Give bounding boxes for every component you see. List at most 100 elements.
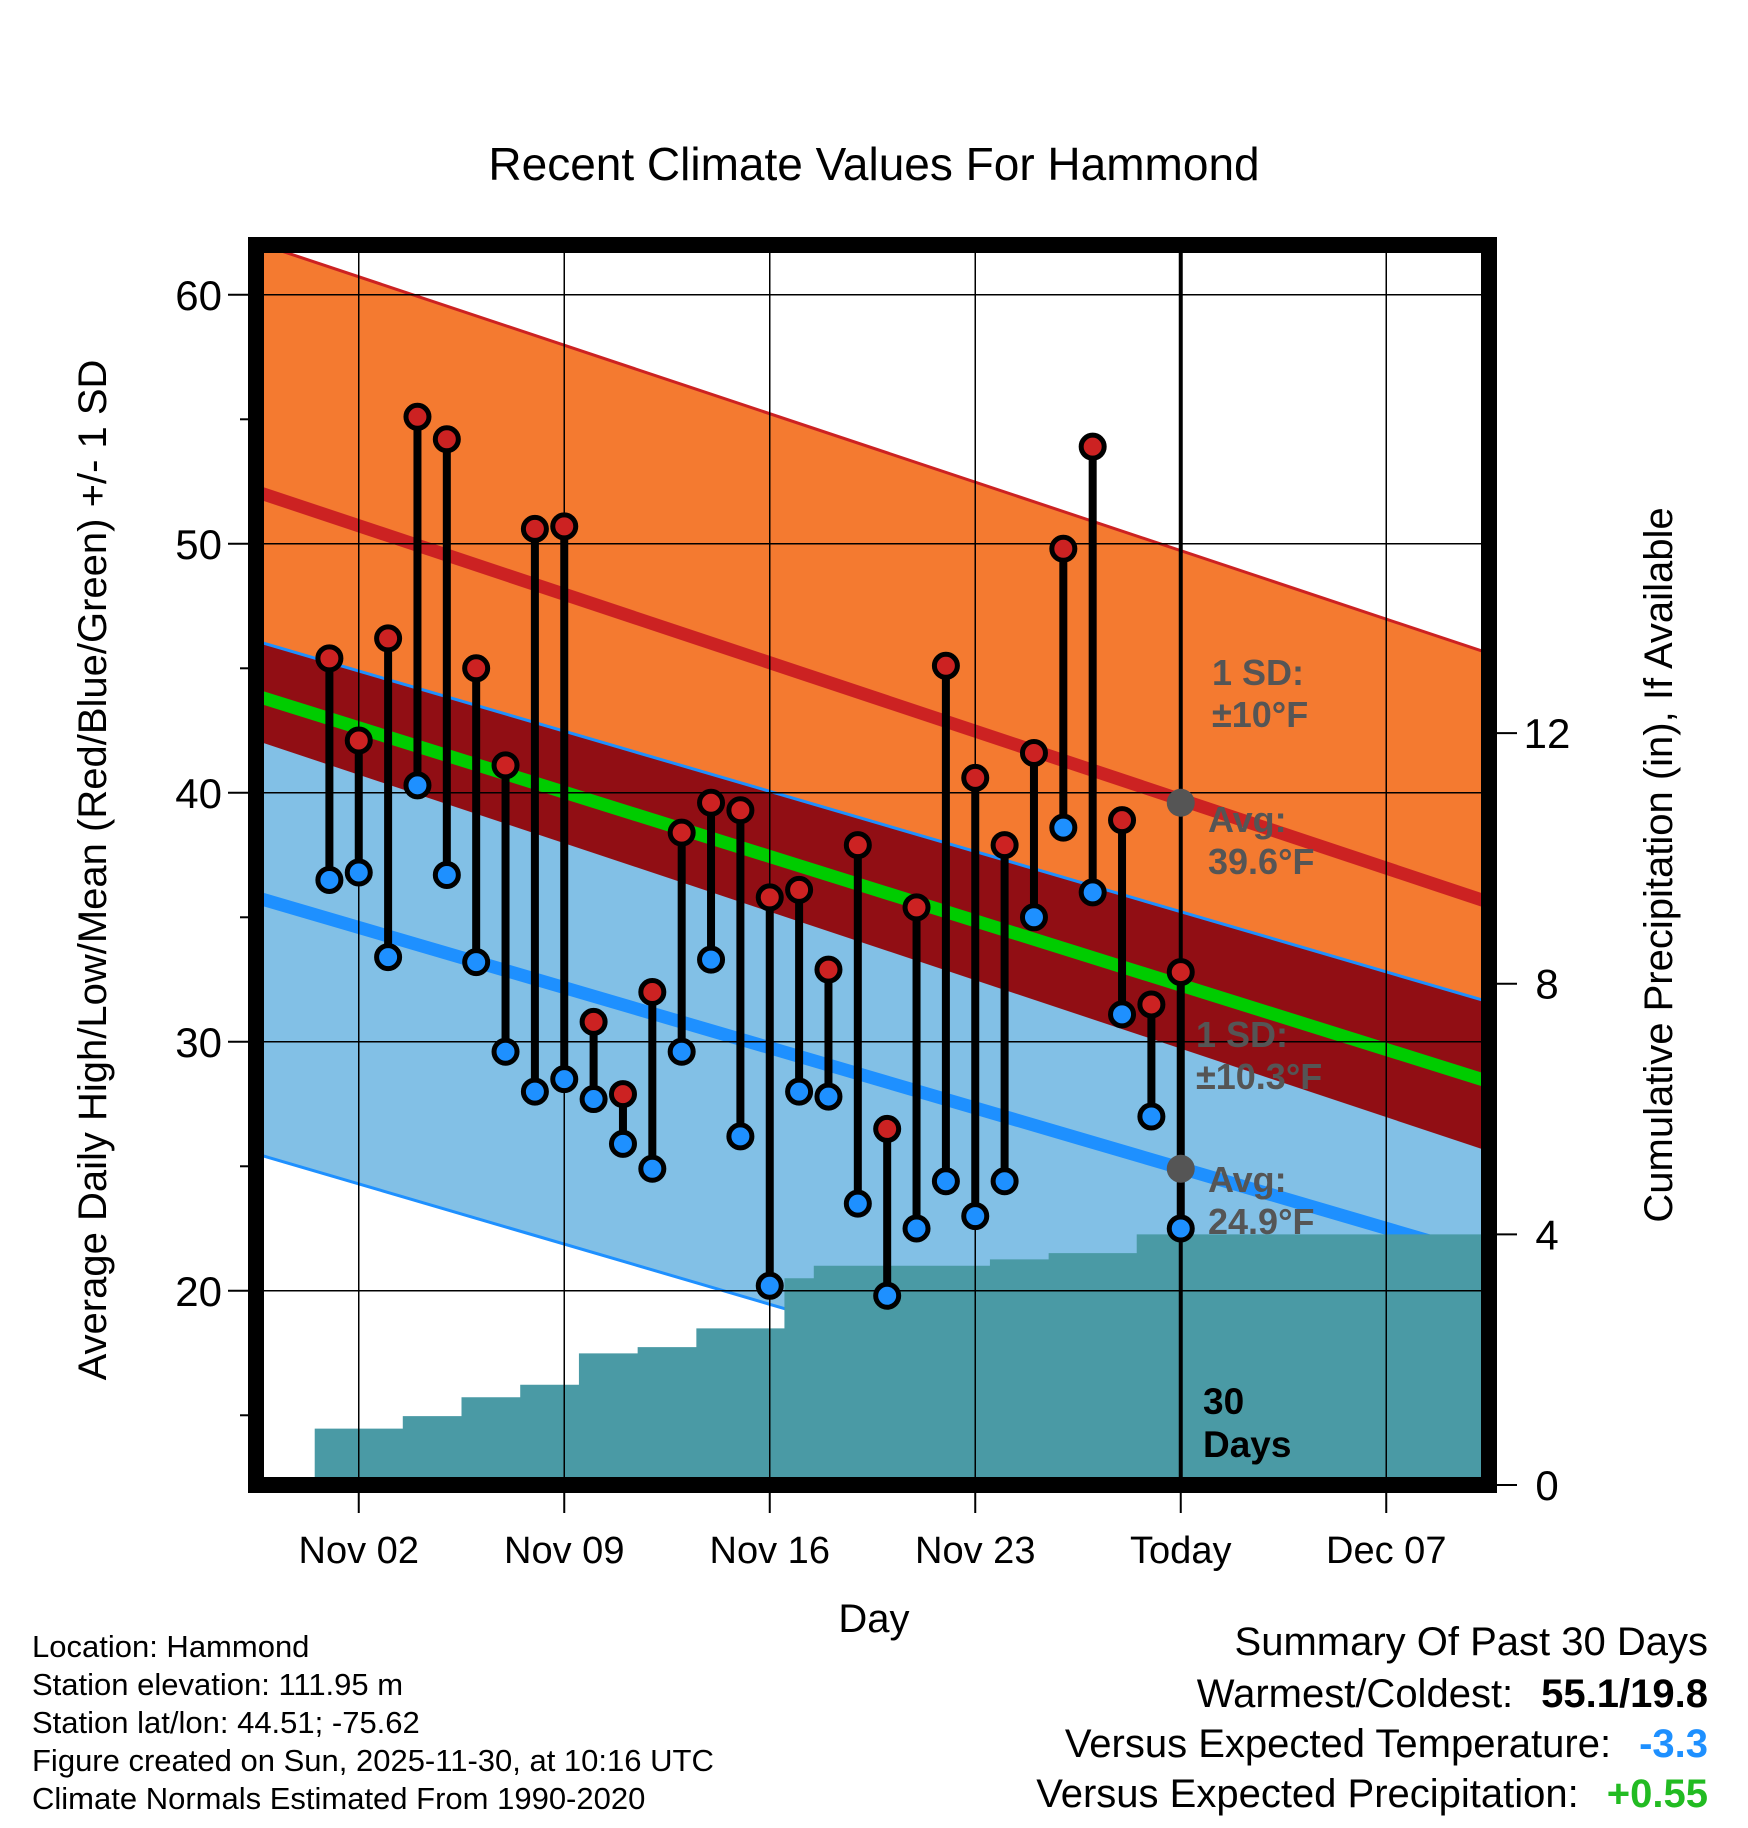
daily-low-point bbox=[785, 1077, 814, 1106]
daily-high-point bbox=[1078, 432, 1107, 461]
daily-high-point bbox=[579, 1007, 608, 1036]
normals-text: Climate Normals Estimated From 1990-2020 bbox=[32, 1781, 646, 1816]
daily-low-point bbox=[1166, 1214, 1195, 1243]
x-tick-label: Dec 07 bbox=[1326, 1530, 1446, 1572]
daily-low-point bbox=[931, 1167, 960, 1196]
precip-value: +0.55 bbox=[1606, 1772, 1708, 1816]
daily-high-point bbox=[726, 796, 755, 825]
daily-high-point bbox=[667, 818, 696, 847]
daily-high-point bbox=[755, 883, 784, 912]
y2-tick-label: 4 bbox=[1535, 1211, 1558, 1258]
daily-low-point bbox=[550, 1065, 579, 1094]
daily-low-point bbox=[520, 1077, 549, 1106]
x-tick-label: Nov 09 bbox=[504, 1530, 624, 1572]
precipitation-area bbox=[256, 1234, 1489, 1485]
low-sd-upper-line bbox=[256, 639, 1489, 1004]
daily-high-point bbox=[550, 512, 579, 541]
low-sd-annotation: ±10.3°F bbox=[1196, 1056, 1322, 1097]
daily-high-point bbox=[520, 514, 549, 543]
chart-title: Recent Climate Values For Hammond bbox=[488, 138, 1259, 190]
x-tick-label: Nov 16 bbox=[710, 1530, 830, 1572]
daily-low-point bbox=[1019, 903, 1048, 932]
daily-low-point bbox=[814, 1082, 843, 1111]
x-tick-label: Today bbox=[1130, 1530, 1231, 1572]
daily-low-point bbox=[961, 1202, 990, 1231]
x-axis-label: Day bbox=[838, 1597, 909, 1641]
plot-frame bbox=[248, 237, 1497, 1493]
daily-high-point bbox=[491, 751, 520, 780]
daily-low-point bbox=[374, 943, 403, 972]
daily-low-point bbox=[579, 1085, 608, 1114]
daily-high-point bbox=[608, 1080, 637, 1109]
y2-tick-label: 0 bbox=[1535, 1462, 1558, 1509]
daily-low-point bbox=[462, 948, 491, 977]
daily-high-point bbox=[873, 1114, 902, 1143]
daily-high-point bbox=[961, 763, 990, 792]
daily-low-point bbox=[902, 1214, 931, 1243]
high-avg-annotation: 39.6°F bbox=[1208, 841, 1314, 882]
daily-low-point bbox=[315, 865, 344, 894]
daily-low-point bbox=[491, 1037, 520, 1066]
daily-high-point bbox=[344, 726, 373, 755]
daily-low-point bbox=[1108, 1000, 1137, 1029]
created-text: Figure created on Sun, 2025-11-30, at 10… bbox=[32, 1743, 714, 1778]
daily-low-point bbox=[608, 1129, 637, 1158]
low-sd-annotation: 1 SD: bbox=[1196, 1014, 1288, 1055]
low-avg-marker bbox=[1166, 1154, 1195, 1183]
daily-high-point bbox=[814, 955, 843, 984]
daily-low-point bbox=[403, 771, 432, 800]
daily-high-point bbox=[697, 788, 726, 817]
precip-label: Versus Expected Precipitation: bbox=[1036, 1772, 1579, 1816]
warmest-value: 55.1/19.8 bbox=[1541, 1672, 1708, 1716]
y-tick-label: 40 bbox=[175, 770, 222, 817]
daily-low-point bbox=[873, 1281, 902, 1310]
station-info: Location: Hammond Station elevation: 111… bbox=[32, 1628, 714, 1818]
x-tick-label: Nov 23 bbox=[915, 1530, 1035, 1572]
latlon-text: Station lat/lon: 44.51; -75.62 bbox=[32, 1705, 420, 1740]
daily-high-point bbox=[374, 624, 403, 653]
daily-high-point bbox=[902, 893, 931, 922]
normal-high-line bbox=[256, 485, 1489, 909]
y-tick-label: 30 bbox=[175, 1019, 222, 1066]
summary-precip-row: Versus Expected Precipitation: +0.55 bbox=[1036, 1772, 1708, 1817]
daily-high-point bbox=[1049, 534, 1078, 563]
temp-label: Versus Expected Temperature: bbox=[1064, 1722, 1612, 1766]
days-label: Days bbox=[1203, 1424, 1291, 1465]
daily-low-point bbox=[667, 1037, 696, 1066]
daily-low-point bbox=[697, 945, 726, 974]
daily-high-point bbox=[1108, 806, 1137, 835]
high-avg-marker bbox=[1166, 788, 1195, 817]
y-tick-label: 60 bbox=[175, 272, 222, 319]
y2-tick-label: 12 bbox=[1524, 710, 1571, 757]
y-tick-label: 20 bbox=[175, 1268, 222, 1315]
daily-high-point bbox=[638, 977, 667, 1006]
summary-warmest-row: Warmest/Coldest: 55.1/19.8 bbox=[1197, 1672, 1708, 1717]
high-sd-annotation: ±10°F bbox=[1212, 694, 1308, 735]
daily-low-point bbox=[1049, 813, 1078, 842]
daily-low-point bbox=[726, 1122, 755, 1151]
location-text: Location: Hammond bbox=[32, 1629, 310, 1664]
y2-tick-label: 8 bbox=[1535, 961, 1558, 1008]
daily-low-point bbox=[990, 1167, 1019, 1196]
daily-high-point bbox=[1166, 958, 1195, 987]
normal-mean-line bbox=[256, 689, 1489, 1088]
daily-high-point bbox=[843, 831, 872, 860]
daily-high-point bbox=[315, 644, 344, 673]
daily-high-point bbox=[931, 651, 960, 680]
daily-low-point bbox=[344, 858, 373, 887]
summary-title: Summary Of Past 30 Days bbox=[1234, 1620, 1708, 1664]
elevation-text: Station elevation: 111.95 m bbox=[32, 1667, 404, 1702]
daily-high-point bbox=[1019, 738, 1048, 767]
daily-low-point bbox=[1078, 878, 1107, 907]
daily-low-point bbox=[755, 1271, 784, 1300]
daily-high-point bbox=[785, 875, 814, 904]
normal-low-line bbox=[256, 891, 1489, 1265]
daily-high-point bbox=[462, 654, 491, 683]
high-avg-annotation: Avg: bbox=[1208, 799, 1287, 840]
high-sd-upper-line bbox=[258, 245, 1489, 655]
daily-high-point bbox=[432, 425, 461, 454]
warmest-label: Warmest/Coldest: bbox=[1196, 1672, 1514, 1716]
high-sd-annotation: 1 SD: bbox=[1212, 652, 1304, 693]
daily-low-point bbox=[638, 1154, 667, 1183]
